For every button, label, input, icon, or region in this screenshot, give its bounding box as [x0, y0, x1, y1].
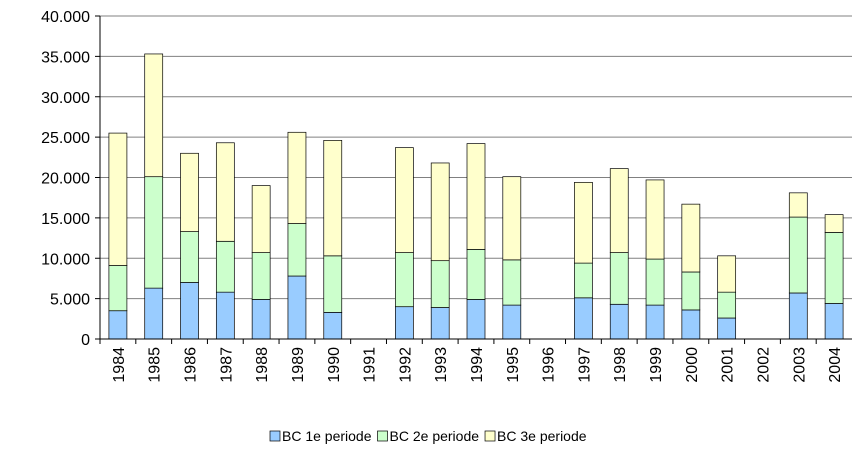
x-tick-label: 1988: [254, 347, 271, 383]
x-tick-label: 1987: [218, 347, 235, 383]
bar-segment: [609, 303, 629, 340]
y-tick-label: 0: [81, 332, 90, 349]
y-tick-label: 40.000: [41, 9, 90, 26]
x-tick-label: 2002: [755, 347, 772, 383]
bar-segment: [824, 303, 844, 340]
x-tick-label: 1984: [111, 347, 128, 383]
bar-segment: [180, 282, 199, 340]
bar-segment: [395, 306, 414, 340]
x-tick-label: 1994: [469, 347, 486, 383]
x-tick-label: 1992: [397, 347, 414, 383]
bar-segment: [287, 223, 307, 277]
bar-segment: [323, 312, 343, 340]
x-tick-label: 1986: [183, 347, 200, 383]
y-tick-label: 15.000: [41, 211, 90, 228]
x-tick-label: 2000: [684, 347, 701, 383]
x-tick-label: 1996: [541, 347, 558, 383]
x-tick-label: 1985: [147, 347, 164, 383]
x-tick-label: 1991: [362, 347, 379, 383]
y-tick-label: 20.000: [41, 171, 90, 188]
bar-segment: [788, 292, 808, 340]
x-tick-label: 1998: [612, 347, 629, 383]
bar-segment: [717, 291, 737, 319]
bar-segment: [430, 307, 450, 340]
x-tick-label: 2001: [720, 347, 737, 383]
bar-segment: [251, 252, 271, 300]
bar-segment: [144, 53, 164, 178]
x-tick-label: 2004: [827, 347, 844, 383]
bar-segment: [645, 179, 665, 260]
bar-segment: [395, 252, 414, 308]
bar-segment: [287, 131, 307, 224]
legend-swatch: [269, 430, 281, 442]
y-tick-label: 25.000: [41, 130, 90, 147]
bar-segment: [215, 142, 235, 242]
bar-segment: [323, 255, 343, 313]
y-tick-label: 5.000: [50, 292, 90, 309]
bar-segment: [466, 143, 486, 250]
bar-segment: [609, 168, 629, 253]
x-tick-label: 1993: [433, 347, 450, 383]
bar-segment: [180, 152, 199, 232]
bar-segment: [180, 231, 199, 283]
legend-swatch: [484, 430, 496, 442]
bar-segment: [144, 287, 164, 340]
bar-segment: [323, 140, 343, 257]
bar-segment: [502, 176, 522, 261]
bar-segment: [574, 181, 593, 264]
bar-segment: [108, 310, 128, 340]
x-tick-label: 1999: [648, 347, 665, 383]
legend-label: BC 1e periode: [282, 428, 372, 444]
bar-segment: [645, 258, 665, 306]
bar-segment: [788, 216, 808, 294]
bar-segment: [251, 299, 271, 340]
bar-segment: [681, 271, 701, 311]
bar-segment: [502, 304, 522, 340]
bar-segment: [824, 214, 844, 233]
bar-segment: [788, 192, 808, 218]
bar-segment: [430, 260, 450, 308]
legend-label: BC 3e periode: [497, 428, 587, 444]
bar-segment: [466, 249, 486, 300]
bar-segment: [108, 265, 128, 312]
bar-segment: [502, 259, 522, 306]
bar-segment: [108, 132, 128, 266]
bar-segment: [430, 162, 450, 262]
bar-segment: [215, 240, 235, 293]
bar-segment: [574, 262, 593, 299]
bar-segment: [824, 232, 844, 304]
y-tick-label: 10.000: [41, 251, 90, 268]
x-tick-label: 2003: [791, 347, 808, 383]
x-tick-label: 1995: [505, 347, 522, 383]
legend-label: BC 2e periode: [390, 428, 480, 444]
bar-segment: [609, 252, 629, 305]
x-tick-label: 1997: [576, 347, 593, 383]
bar-segment: [574, 297, 593, 340]
y-tick-label: 35.000: [41, 49, 90, 66]
x-tick-label: 1990: [326, 347, 343, 383]
bar-segment: [717, 255, 737, 293]
bar-segment: [215, 291, 235, 340]
bar-segment: [395, 147, 414, 253]
bar-segment: [645, 304, 665, 340]
bar-segment: [144, 176, 164, 289]
bar-segment: [717, 317, 737, 340]
legend-swatch: [377, 430, 388, 442]
bar-segment: [287, 275, 307, 340]
bar-segment: [681, 203, 701, 273]
x-tick-label: 1989: [290, 347, 307, 383]
bar-segment: [466, 299, 486, 340]
bar-segment: [251, 185, 271, 253]
bar-segment: [681, 309, 701, 340]
y-tick-label: 30.000: [41, 90, 90, 107]
